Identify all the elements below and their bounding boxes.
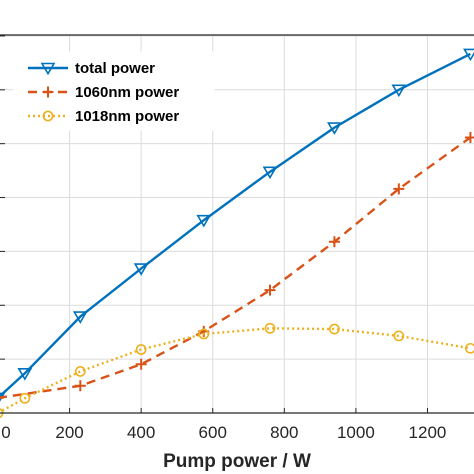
series-0-point-7 (391, 84, 407, 98)
series-2-point-4 (198, 328, 210, 340)
legend: total power 1060nm power 1018nm power (13, 51, 215, 131)
series-2-point-8 (465, 342, 474, 354)
series-0-point-5 (262, 166, 278, 180)
x-tick-label-6: 1200 (409, 423, 447, 442)
series-0-point-2 (72, 311, 88, 324)
x-tick-labels: 0 200 400 600 800 1000 1200 (1, 423, 446, 442)
x-tick-label-2: 400 (127, 423, 155, 442)
series-1-point-7 (464, 131, 474, 143)
series-0-point-4 (196, 214, 212, 228)
series-line-1 (0, 136, 472, 399)
series-0-point-3 (133, 263, 149, 276)
legend-label-1: 1060nm power (75, 84, 179, 101)
x-tick-label-1: 200 (55, 423, 83, 442)
series-1-point-4 (264, 284, 276, 296)
series-1 (0, 131, 474, 399)
x-tick-label-3: 600 (199, 423, 227, 442)
series-line-2 (0, 327, 471, 414)
series-0-point-6 (327, 122, 342, 135)
legend-label-0: total power (75, 60, 155, 77)
series-2-point-6 (329, 323, 340, 335)
series-1-point-5 (328, 236, 340, 248)
legend-marker-1 (42, 86, 54, 98)
series-0-point-1 (17, 368, 33, 381)
legend-entry-2: 1018nm power (28, 108, 179, 125)
series-1-point-2 (135, 358, 147, 370)
series-1-point-6 (393, 183, 405, 195)
legend-marker-2 (42, 110, 54, 122)
series-2-point-1 (19, 392, 31, 404)
legend-marker-0 (40, 62, 56, 76)
series-2-point-2 (74, 366, 86, 377)
series-layer (0, 48, 474, 419)
x-tick-label-5: 1000 (337, 423, 375, 442)
series-line-0 (0, 52, 471, 398)
axes (0, 34, 474, 414)
series-0-point-8 (463, 48, 474, 62)
x-axis-label: Pump power / W (163, 451, 311, 472)
series-1-point-0 (0, 396, 4, 399)
series-1-point-1 (74, 380, 86, 392)
legend-entry-1: 1060nm power (28, 84, 179, 101)
legend-label-2: 1018nm power (75, 108, 179, 125)
series-2-point-7 (393, 330, 405, 342)
series-2-point-3 (135, 344, 147, 355)
legend-entry-0: total power (28, 60, 155, 77)
series-2-point-5 (264, 322, 276, 334)
x-tick-label-0: 0 (1, 423, 10, 442)
x-tick-label-4: 800 (270, 423, 298, 442)
